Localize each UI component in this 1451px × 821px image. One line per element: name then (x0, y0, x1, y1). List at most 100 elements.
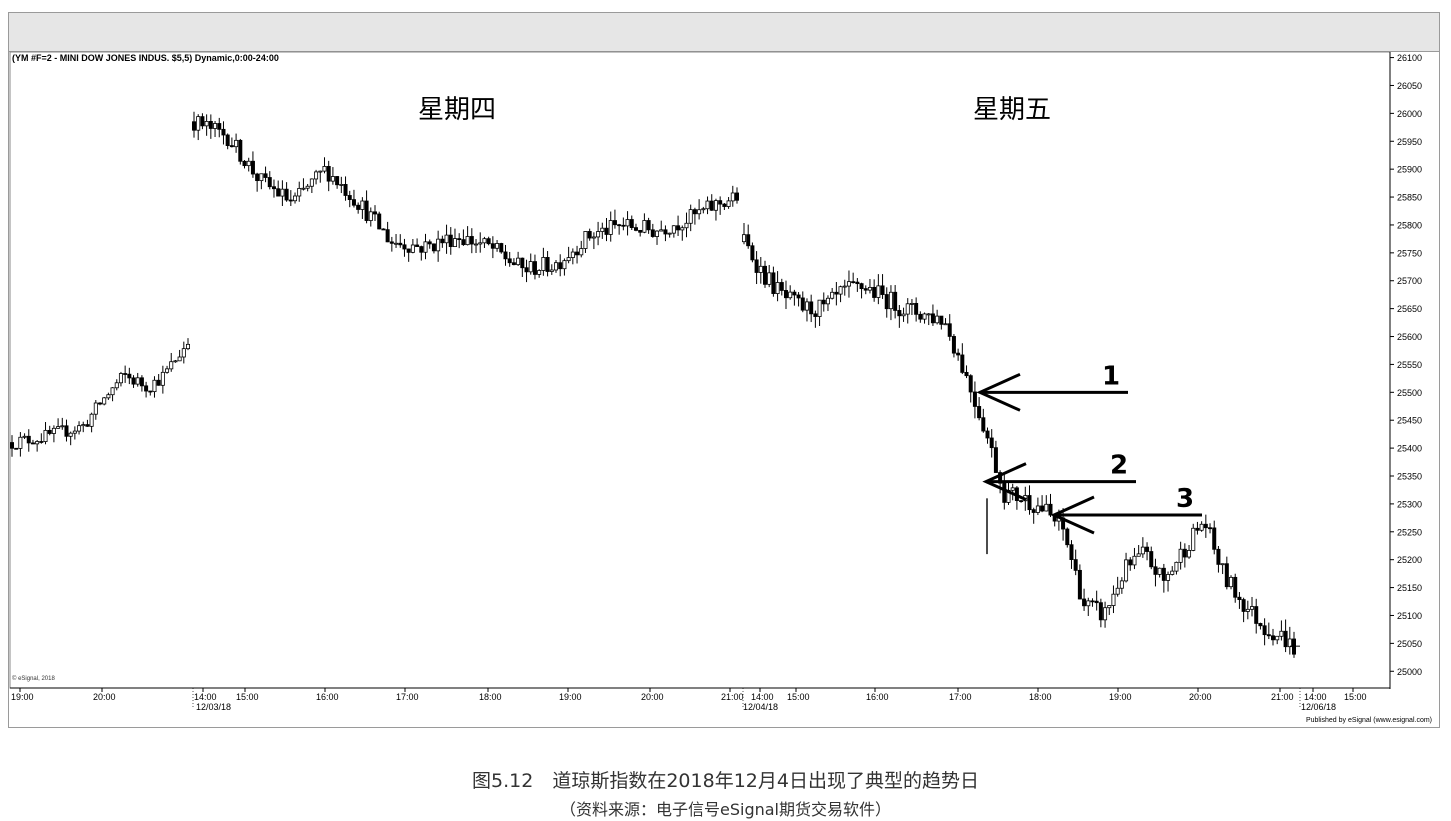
annotation-label: 2 (1110, 451, 1128, 481)
figure-caption: 图5.12 道琼斯指数在2018年12月4日出现了典型的趋势日 (472, 770, 979, 792)
candle-body (1098, 602, 1103, 621)
candle-body (196, 116, 201, 131)
candle-body (217, 123, 222, 130)
candle-body (629, 219, 634, 229)
candle-body (1090, 600, 1095, 603)
candlestick-chart: 26100 26050 26000 25950 25900 25850 25800 25750… (9, 51, 1432, 724)
candle-body (1124, 559, 1129, 582)
watermark: © eSignal, 2018 (12, 675, 55, 682)
candle-body (742, 234, 747, 243)
candle-body (469, 236, 474, 245)
candle-body (436, 238, 441, 252)
candle-body (1170, 570, 1175, 575)
candle-body (444, 234, 449, 244)
candle-body (659, 229, 664, 232)
candle-body (951, 336, 956, 354)
candle-body (1094, 600, 1099, 604)
candle-body (343, 184, 348, 196)
candles (10, 111, 1300, 658)
candle-body (1174, 561, 1179, 572)
candle-body (1035, 505, 1040, 513)
candle-body (118, 373, 123, 384)
x-tick-label: 16:00 (316, 692, 339, 702)
candle-body (402, 244, 407, 250)
candle-body (110, 387, 115, 396)
candle-body (127, 373, 132, 379)
candle-body (503, 251, 508, 260)
symbol-label: (YM #F=2 - MINI DOW JONES INDUS. $5,5) D… (12, 53, 279, 63)
candle-body (754, 259, 759, 273)
candle-body (1128, 559, 1133, 566)
candle-body (144, 385, 149, 392)
candle-body (964, 371, 969, 377)
candle-body (221, 128, 226, 136)
candle-body (897, 310, 902, 317)
axes: 26100 26050 26000 25950 25900 25850 25800 25750… (9, 51, 1422, 712)
candle-body (604, 227, 609, 235)
y-tick-label: 25900 (1397, 165, 1422, 175)
candle-body (558, 262, 563, 270)
candle-body (1010, 487, 1015, 491)
candle-body (1082, 598, 1087, 607)
annotation-label: 3 (1176, 484, 1194, 514)
candle-body (381, 228, 386, 231)
candle-body (267, 177, 272, 188)
candle-body (722, 203, 727, 207)
candle-body (779, 282, 784, 291)
candle-body (1111, 593, 1116, 606)
candle-body (859, 283, 864, 290)
candle-body (612, 220, 617, 226)
candle-body (495, 243, 500, 249)
candle-body (242, 160, 247, 167)
candle-body (872, 286, 877, 298)
candle-body (1275, 635, 1280, 641)
candle-body (1027, 495, 1032, 511)
candle-body (431, 243, 436, 252)
candle-body (1048, 503, 1053, 516)
candle-body (762, 265, 767, 285)
x-tick-label: 17:00 (949, 692, 972, 702)
candle-body (263, 173, 268, 178)
candle-body (26, 435, 31, 444)
candle-body (152, 379, 157, 393)
candle-body (148, 390, 153, 393)
candle-body (339, 184, 344, 186)
candle-body (43, 429, 48, 442)
candle-body (181, 348, 186, 358)
candle-body (730, 192, 735, 202)
candle-body (135, 377, 140, 385)
candle-body (406, 248, 411, 253)
candle-body (516, 257, 521, 266)
arrow-head (976, 372, 1021, 412)
candle-body (960, 354, 965, 373)
y-tick-label: 25100 (1397, 611, 1422, 621)
candle-body (1069, 544, 1074, 560)
candle-body (423, 241, 428, 253)
candle-body (351, 199, 356, 206)
candle-body (465, 236, 470, 246)
candle-body (825, 297, 830, 305)
candle-body (1187, 550, 1192, 558)
candle-body (735, 192, 740, 201)
candle-body (255, 173, 260, 182)
candle-body (813, 313, 818, 317)
candle-body (926, 313, 931, 316)
candle-body (377, 213, 382, 230)
candle-body (809, 301, 814, 315)
candle-body (1203, 523, 1208, 529)
candle-body (888, 291, 893, 310)
candle-body (68, 432, 73, 437)
candle-body (1279, 630, 1284, 637)
candle-body (271, 186, 276, 190)
y-tick-label: 26100 (1397, 53, 1422, 63)
candle-body (106, 394, 111, 399)
candle-body (692, 209, 697, 215)
candle-body (1044, 503, 1049, 512)
candle-body (1229, 576, 1234, 588)
candle-body (676, 225, 681, 231)
candle-body (566, 257, 571, 262)
candle-body (160, 371, 165, 386)
x-date-label: 12/03/18 (196, 702, 231, 712)
candle-body (1208, 527, 1213, 530)
y-tick-label: 25150 (1397, 583, 1422, 593)
